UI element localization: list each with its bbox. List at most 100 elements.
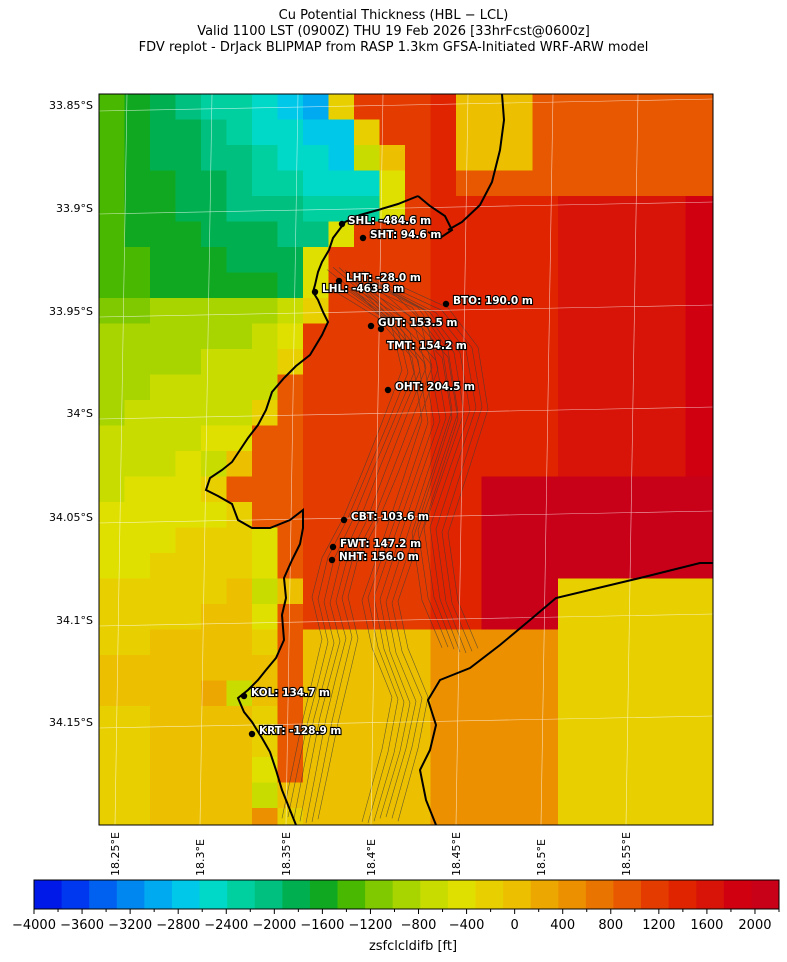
heatmap-cell bbox=[150, 119, 177, 146]
heatmap-cell bbox=[660, 578, 687, 605]
site-marker-cbt[interactable] bbox=[340, 516, 348, 524]
heatmap-cell bbox=[150, 731, 177, 758]
heatmap-cell bbox=[150, 196, 177, 223]
heatmap-cell bbox=[99, 94, 126, 121]
heatmap-cell bbox=[354, 374, 381, 401]
heatmap-cell bbox=[609, 476, 636, 503]
heatmap-cell bbox=[226, 655, 253, 682]
heatmap-cell bbox=[711, 553, 713, 580]
heatmap-cell bbox=[303, 527, 330, 554]
heatmap-cell bbox=[201, 578, 228, 605]
colorbar-segment bbox=[337, 880, 366, 909]
heatmap-cell bbox=[124, 553, 151, 580]
contour-line bbox=[281, 269, 403, 819]
heatmap-cell bbox=[456, 629, 483, 656]
heatmap-cell bbox=[711, 680, 713, 707]
heatmap-cell bbox=[99, 119, 126, 146]
graticule-longitude-line bbox=[114, 94, 128, 825]
heatmap-cell bbox=[354, 808, 381, 825]
site-label-sht: SHT: 94.6 m bbox=[370, 229, 441, 241]
site-marker-bto[interactable] bbox=[442, 300, 450, 308]
heatmap-cell bbox=[583, 655, 610, 682]
contour-line bbox=[361, 292, 453, 819]
colorbar-segment bbox=[723, 880, 752, 909]
site-marker-tmt[interactable] bbox=[377, 325, 385, 333]
colorbar-segment bbox=[475, 880, 504, 909]
heatmap-cell bbox=[379, 221, 406, 248]
site-marker-oht[interactable] bbox=[384, 386, 392, 394]
heatmap-cell bbox=[507, 349, 534, 376]
heatmap-cell bbox=[150, 145, 177, 172]
heatmap-cell bbox=[583, 604, 610, 631]
heatmap-cell bbox=[175, 782, 202, 809]
heatmap-cell bbox=[609, 272, 636, 299]
colorbar-tick-label: 400 bbox=[550, 918, 575, 933]
heatmap-cell bbox=[124, 298, 151, 325]
heatmap-cell bbox=[277, 808, 304, 825]
heatmap-cell bbox=[99, 578, 126, 605]
heatmap-cell bbox=[456, 272, 483, 299]
heatmap-cell bbox=[328, 94, 355, 121]
heatmap-cell bbox=[303, 502, 330, 529]
heatmap-cell bbox=[175, 553, 202, 580]
site-marker-sht[interactable] bbox=[359, 234, 367, 242]
heatmap-cell bbox=[558, 170, 585, 197]
heatmap-cell bbox=[583, 629, 610, 656]
heatmap-cell bbox=[507, 655, 534, 682]
heatmap-cell bbox=[558, 476, 585, 503]
map-area[interactable]: SHL: -484.6 m SHT: 94.6 m LHT: -28.0 mLHL:… bbox=[99, 94, 737, 834]
heatmap-cell bbox=[660, 349, 687, 376]
heatmap-cell bbox=[583, 553, 610, 580]
heatmap-cell bbox=[328, 808, 355, 825]
site-marker-gut[interactable] bbox=[367, 322, 375, 330]
site-marker-shl[interactable] bbox=[338, 220, 346, 228]
colorbar-segment bbox=[641, 880, 670, 909]
heatmap-cell bbox=[150, 247, 177, 274]
heatmap-cell bbox=[481, 400, 508, 427]
heatmap-cell bbox=[201, 706, 228, 733]
heatmap-cell bbox=[532, 451, 559, 478]
site-marker-lht[interactable] bbox=[335, 277, 343, 285]
site-marker-lhl[interactable] bbox=[311, 288, 319, 296]
colorbar-tick-label: −4000 bbox=[12, 918, 56, 933]
site-marker-kol[interactable] bbox=[240, 692, 248, 700]
contour-line bbox=[387, 280, 489, 649]
heatmap-cell bbox=[685, 247, 712, 274]
heatmap-cell bbox=[583, 425, 610, 452]
heatmap-cell bbox=[660, 451, 687, 478]
heatmap-cell bbox=[634, 272, 661, 299]
heatmap-cell bbox=[507, 221, 534, 248]
contour-line bbox=[299, 269, 421, 822]
heatmap-cell bbox=[354, 145, 381, 172]
heatmap-cell bbox=[379, 629, 406, 656]
heatmap-cell bbox=[481, 196, 508, 223]
heatmap-cell bbox=[150, 502, 177, 529]
site-marker-nht[interactable] bbox=[328, 556, 336, 564]
heatmap-cell bbox=[277, 221, 304, 248]
heatmap-cell bbox=[481, 680, 508, 707]
colorbar-segment bbox=[171, 880, 201, 909]
heatmap-cell bbox=[226, 374, 253, 401]
heatmap-cell bbox=[175, 196, 202, 223]
heatmap-cell bbox=[711, 170, 713, 197]
heatmap-cell bbox=[532, 757, 559, 784]
heatmap-cell bbox=[379, 145, 406, 172]
heatmap-cell bbox=[507, 629, 534, 656]
site-marker-krt[interactable] bbox=[248, 730, 256, 738]
heatmap-cell bbox=[379, 757, 406, 784]
heatmap-cell bbox=[634, 502, 661, 529]
heatmap-cell bbox=[685, 731, 712, 758]
heatmap-cell bbox=[660, 553, 687, 580]
heatmap-cell bbox=[99, 808, 126, 825]
colorbar-segment bbox=[365, 880, 394, 909]
heatmap-cell bbox=[303, 145, 330, 172]
heatmap-cell bbox=[175, 527, 202, 554]
site-marker-fwt[interactable] bbox=[329, 543, 337, 551]
heatmap-cell bbox=[634, 374, 661, 401]
heatmap-cell bbox=[634, 680, 661, 707]
longitude-label: 18.55°E bbox=[620, 832, 633, 876]
heatmap-cell bbox=[124, 119, 151, 146]
heatmap-cell bbox=[226, 94, 253, 121]
heatmap-cell bbox=[481, 731, 508, 758]
colorbar-tick-label: −800 bbox=[401, 918, 437, 933]
